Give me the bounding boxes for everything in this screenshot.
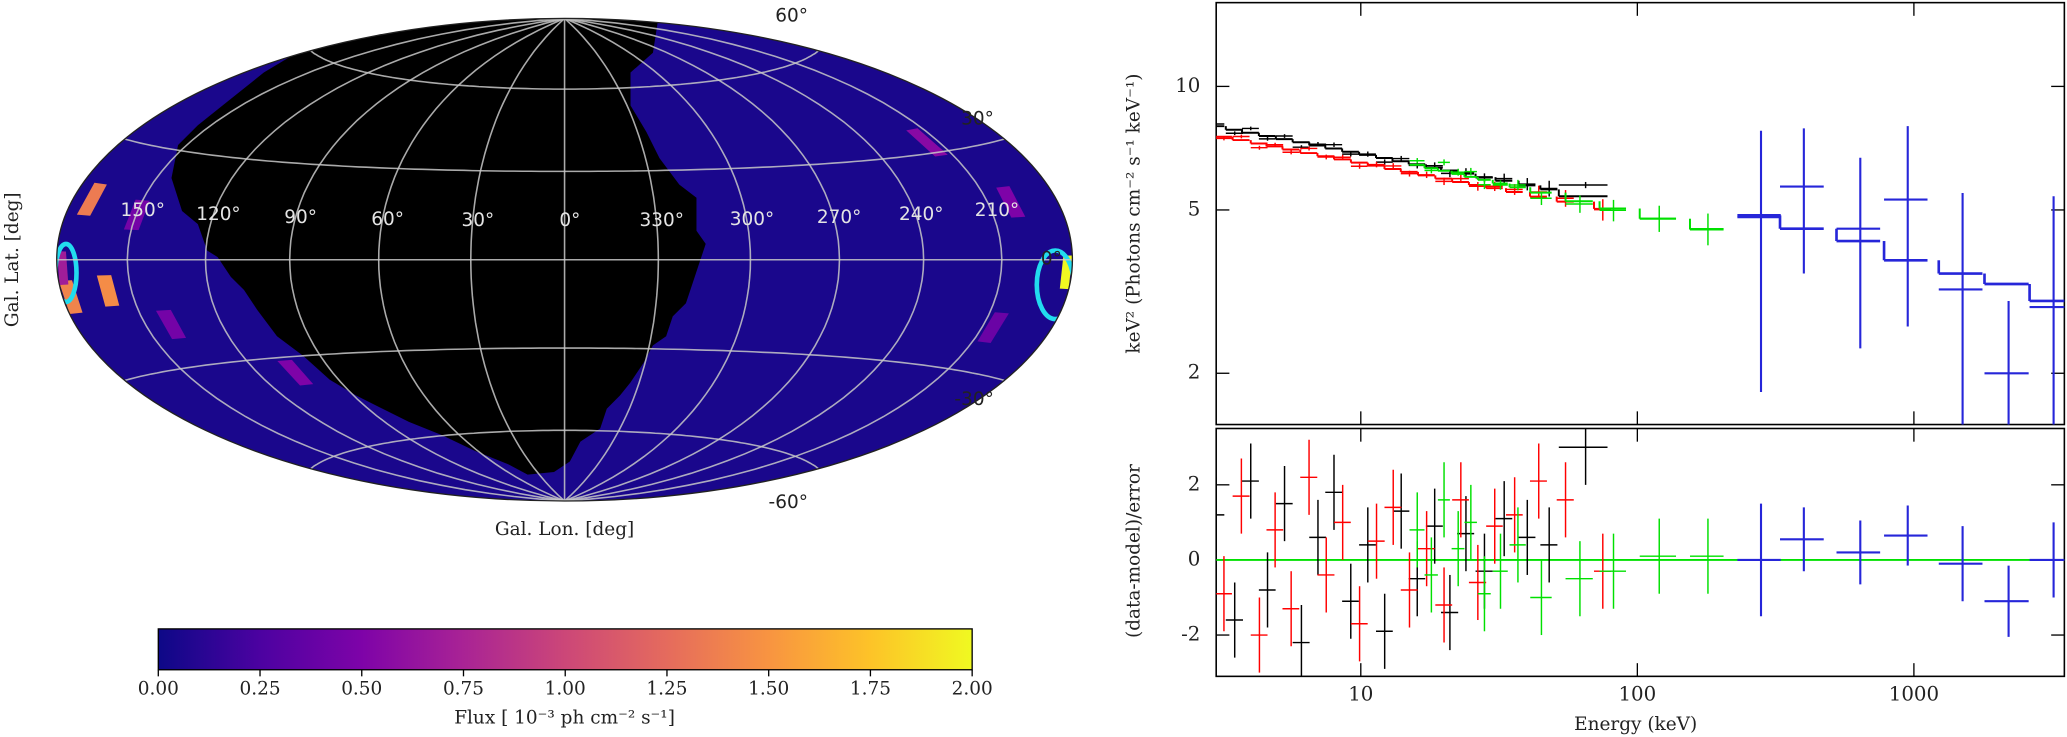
lon-tick-label: 210° [975,200,1019,221]
colorbar-tick-label: 0.00 [138,679,179,700]
lon-tick-label: 0° [559,210,580,231]
lon-tick-label: 330° [640,210,684,231]
x-tick-label: 10 [1348,682,1373,705]
y-tick-label: 10 [1175,74,1200,97]
x-tick-label: 1000 [1889,682,1939,705]
sky-pixel [277,359,314,386]
lat-tick-label: -60° [769,492,808,513]
grid-line [564,18,752,502]
error-region [1034,248,1073,322]
colorbar-tick-label: 0.75 [443,679,484,700]
colorbar-tick-label: 0.50 [341,679,382,700]
sky-pixel [96,275,120,307]
sky-pixel [155,309,187,340]
y-axis-label: keV² (Photons cm⁻² s⁻¹ keV⁻¹) [1123,74,1144,354]
grid-line [564,18,1003,502]
colorbar-tick-label: 0.25 [239,679,280,700]
lon-tick-label: 300° [730,209,774,230]
residual-tick-label: 2 [1188,472,1201,495]
residual-panel [1216,428,2065,677]
sky-pixel [996,186,1026,218]
colorbar-tick-label: 1.25 [646,679,687,700]
y-axis-label: Gal. Lat. [deg] [2,192,23,327]
sky-outline [56,17,1074,502]
grid-line [564,18,841,502]
y-tick-label: 5 [1188,197,1201,220]
lon-tick-label: 150° [120,200,164,221]
lat-tick-label: -30° [954,389,993,410]
spectrum-panel [1216,122,2065,425]
colorbar-tick-label: 2.00 [952,679,993,700]
residual-tick-label: -2 [1181,623,1200,646]
grid-line [377,18,565,502]
sky-pixel [906,128,948,157]
y-tick-label: 2 [1188,361,1201,384]
lon-tick-label: 270° [817,207,861,228]
residual-axis-label: (data-model)/error [1123,464,1144,638]
colorbar [157,628,973,671]
lon-tick-label: 90° [284,207,317,228]
x-axis-label: Energy (keV) [1574,714,1697,735]
error-region [56,241,79,305]
grid-line [126,18,565,502]
grid-line [469,18,566,502]
sky-map: 150° 120° 90° 60° 30° 0° 330° 300° 270° 240° 210° 6… [56,6,1074,513]
colorbar-tick-label: 1.50 [748,679,789,700]
plot-frame [1215,1,2066,426]
sky-content [56,18,1073,502]
lat-tick-label: 0° [1041,249,1062,270]
sky-pixel [76,182,107,216]
grid-line [564,18,925,502]
grid-line [204,18,565,502]
colorbar-tick-label: 1.75 [850,679,891,700]
lon-tick-label: 60° [371,209,404,230]
spectrum-plot: 10 100 1000 2 5 10 -2 0 2 [1175,1,2066,705]
grid-line [564,18,660,502]
colorbar-tick-label: 1.00 [545,679,586,700]
x-tick-label: 100 [1618,682,1656,705]
x-axis-label: Gal. Lon. [deg] [495,519,634,540]
plot-frame [1215,427,2066,678]
grid-line [288,18,565,502]
lat-tick-label: 30° [961,108,994,129]
lat-tick-label: 60° [775,6,808,27]
exposure-mask [171,18,706,475]
sky-pixel [977,312,1009,344]
lon-tick-label: 240° [899,204,943,225]
lon-tick-label: 120° [196,204,240,225]
lon-tick-label: 30° [462,210,495,231]
residual-tick-label: 0 [1188,547,1201,570]
colorbar-label: Flux [ 10⁻³ ph cm⁻² s⁻¹] [454,708,675,729]
